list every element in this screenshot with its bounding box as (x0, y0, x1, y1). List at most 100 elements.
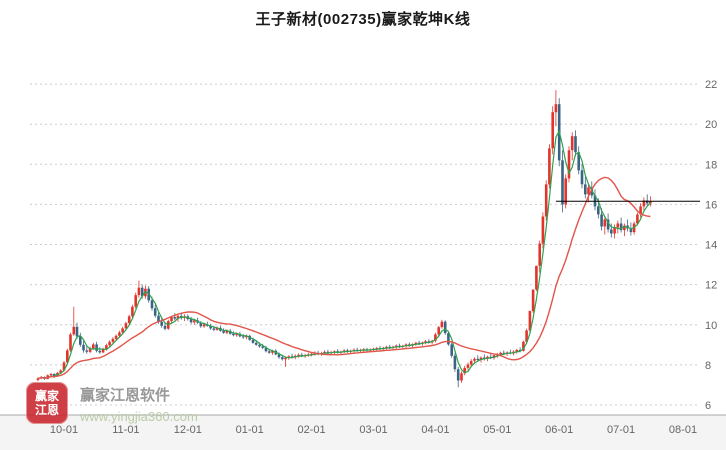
x-axis-label: 08-01 (669, 424, 697, 436)
candle-body (525, 330, 528, 342)
candle-body (375, 348, 379, 349)
y-axis-label: 18 (705, 159, 717, 171)
candle-body (603, 219, 607, 227)
candle-body (254, 342, 258, 345)
candle-body (209, 325, 212, 329)
x-axis-label: 07-01 (607, 424, 635, 436)
candle-body (492, 355, 496, 358)
candle-body (551, 112, 554, 149)
candle-body (564, 178, 567, 205)
candle-body (193, 320, 196, 323)
candle-body (118, 332, 121, 336)
candle-body (189, 319, 193, 323)
candle-body (72, 326, 76, 335)
candle-body (629, 228, 633, 233)
candle-body (271, 350, 274, 353)
candle-body (140, 287, 144, 297)
candle-body (215, 327, 219, 330)
candle-body (114, 335, 118, 339)
candle-body (170, 317, 173, 322)
candle-body (434, 334, 437, 341)
candle-body (212, 328, 216, 330)
candle-body (616, 223, 620, 228)
candle-body (66, 350, 69, 363)
watermark-text-block: 赢家江恩软件 www.yingjia360.com (80, 382, 198, 424)
x-axis-label: 04-01 (421, 424, 449, 436)
watermark: 赢家江恩 赢家江恩软件 www.yingjia360.com (26, 382, 198, 424)
candle-body (606, 219, 610, 230)
candle-body (548, 148, 551, 185)
candle-body (639, 206, 642, 215)
watermark-brand: 赢家江恩软件 (80, 387, 171, 404)
candle-body (619, 223, 623, 231)
candle-body (153, 308, 157, 316)
candle-body (499, 352, 502, 355)
candle-body (290, 356, 294, 358)
candle-body (554, 104, 558, 113)
candle-body (267, 351, 271, 353)
candle-body (541, 216, 545, 244)
candle-body (456, 369, 460, 381)
candle-body (160, 321, 163, 326)
candle-body (62, 362, 66, 371)
candle-body (408, 344, 411, 346)
x-axis-label: 01-01 (236, 424, 264, 436)
candle-body (131, 306, 134, 317)
candle-body (528, 310, 532, 331)
candle-body (79, 336, 82, 345)
candle-body (232, 333, 235, 336)
candle-body (69, 334, 72, 351)
candle-body (469, 360, 473, 365)
y-axis-label: 8 (705, 360, 711, 372)
candle-body (59, 370, 62, 373)
candle-body (111, 338, 115, 342)
candle-body (98, 350, 102, 353)
candle-body (241, 336, 245, 338)
ma-line-slow (37, 176, 651, 380)
x-axis-label: 05-01 (483, 424, 511, 436)
y-axis-label: 20 (705, 119, 717, 131)
candle-body (108, 341, 111, 346)
candle-body (222, 330, 225, 333)
candle-body (636, 214, 639, 224)
candle-body (587, 187, 590, 195)
candle-body (150, 300, 154, 309)
candle-body (284, 357, 287, 360)
candle-body (437, 327, 440, 335)
candle-body (281, 357, 284, 360)
candle-body (577, 152, 580, 171)
x-axis-strip (0, 415, 726, 450)
candle-body (385, 346, 388, 348)
candle-body (544, 184, 548, 217)
candle-body (134, 295, 137, 307)
y-axis-label: 14 (705, 240, 717, 252)
candle-body (85, 350, 89, 352)
candle-body (88, 348, 92, 352)
candle-body (414, 342, 418, 344)
candle-body (531, 289, 535, 311)
candle-body (245, 335, 248, 338)
watermark-url: www.yingjia360.com (80, 409, 198, 424)
x-axis-label: 12-01 (174, 424, 202, 436)
candle-body (163, 325, 167, 329)
candle-body (346, 350, 349, 352)
candle-body (460, 373, 463, 381)
candle-body (326, 351, 330, 354)
candle-body (473, 358, 476, 361)
candle-body (82, 344, 85, 351)
brand-logo: 赢家江恩 (26, 382, 68, 424)
candle-body (515, 350, 519, 352)
candle-body (584, 184, 587, 195)
candle-body (642, 200, 646, 207)
candle-body (52, 373, 56, 377)
ma-line-fast (37, 129, 651, 380)
candle-body (561, 160, 564, 205)
candle-body (522, 341, 525, 351)
candle-body (466, 364, 470, 368)
candle-body (277, 354, 281, 358)
candle-body (127, 316, 131, 324)
candle-body (476, 358, 480, 360)
candle-body (147, 288, 150, 301)
